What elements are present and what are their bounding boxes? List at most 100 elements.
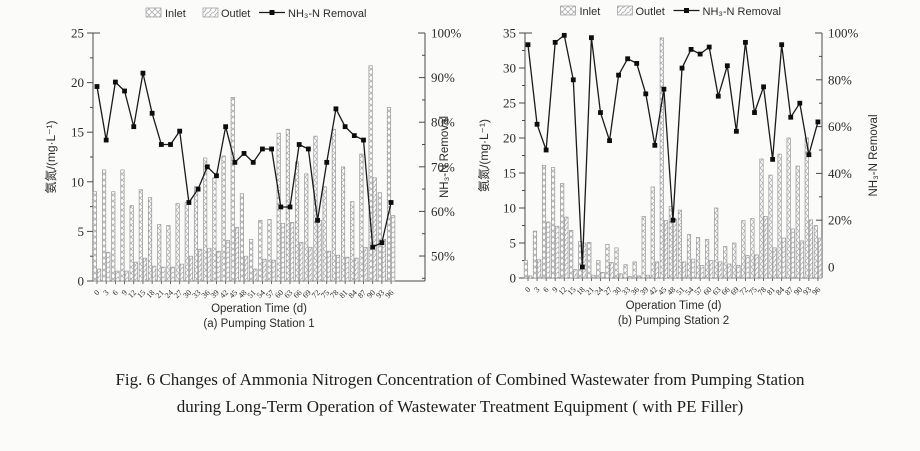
svg-text:40%: 40% — [828, 166, 852, 181]
removal-marker — [168, 142, 173, 147]
legend: Inlet Outlet NH₃-N Removal — [560, 5, 781, 18]
svg-text:96: 96 — [383, 288, 395, 300]
outlet-bar — [790, 228, 795, 279]
removal-marker — [670, 217, 676, 223]
legend-inlet-swatch — [560, 5, 576, 16]
inlet-bar — [632, 261, 637, 279]
removal-marker — [570, 77, 576, 83]
outlet-bar — [546, 221, 551, 279]
removal-marker — [370, 244, 376, 250]
inlet-bar — [212, 177, 217, 282]
chart-subtitle: (a) Pumping Station 1 — [203, 318, 314, 330]
removal-marker — [131, 124, 137, 130]
removal-marker — [214, 173, 219, 179]
inlet-bar — [239, 193, 244, 282]
removal-marker — [232, 159, 238, 165]
outlet-bar — [573, 269, 578, 279]
outlet-bar — [290, 222, 295, 282]
svg-text:50%: 50% — [431, 249, 455, 264]
removal-marker — [788, 114, 794, 120]
svg-text:3: 3 — [101, 288, 110, 297]
outlet-bar — [600, 272, 605, 279]
svg-text:70%: 70% — [431, 159, 455, 174]
outlet-bar — [317, 220, 322, 282]
removal-marker — [186, 200, 192, 205]
outlet-bar — [528, 275, 533, 279]
removal-marker — [634, 61, 640, 66]
removal-marker — [616, 72, 621, 78]
inlet-bar — [759, 158, 764, 279]
outlet-bar — [198, 248, 203, 282]
removal-marker — [195, 186, 201, 192]
inlet-bar — [804, 137, 809, 279]
outlet-bar — [161, 266, 166, 282]
removal-marker — [743, 39, 748, 45]
y-left-ticks — [519, 32, 525, 279]
inlet-bar — [614, 247, 619, 279]
outlet-bar — [335, 254, 341, 282]
inlet-bar — [695, 237, 701, 279]
inlet-bar — [560, 183, 565, 279]
outlet-bar — [133, 261, 138, 282]
outlet-bar — [781, 237, 786, 279]
legend-outlet-label: Outlet — [221, 8, 250, 20]
inlet-bar — [777, 153, 782, 279]
y-right-axis-title: NH₃-N Removal — [868, 115, 880, 197]
removal-marker — [223, 124, 229, 130]
outlet-bar — [627, 276, 632, 279]
removal-marker — [260, 146, 265, 152]
x-tick-labels: 0 3 6 9121518212427303336394245485154576063… — [92, 288, 395, 300]
legend-inlet-label: Inlet — [165, 8, 186, 20]
inlet-bar — [249, 238, 254, 282]
removal-marker — [315, 217, 320, 223]
outlet-bar — [727, 263, 732, 279]
legend-inlet-label: Inlet — [580, 6, 601, 18]
inlet-bar — [705, 239, 710, 279]
inlet-bar — [147, 197, 153, 282]
removal-marker — [625, 56, 631, 62]
inlet-bar — [596, 260, 601, 279]
svg-text:6: 6 — [111, 288, 120, 297]
svg-text:15: 15 — [71, 125, 84, 140]
removal-markers — [94, 70, 394, 250]
chart-subtitle: (b) Pumping Station 2 — [618, 315, 729, 327]
removal-marker — [561, 32, 567, 38]
inlet-bars — [523, 37, 818, 279]
outlet-bar — [817, 237, 823, 279]
outlet-bar — [253, 268, 258, 282]
removal-marker — [733, 128, 739, 134]
inlet-bar — [129, 205, 134, 282]
inlet-bar — [532, 230, 538, 279]
removal-marker — [278, 204, 284, 210]
removal-marker — [579, 264, 585, 270]
outlet-bar — [754, 254, 759, 279]
outlet-bar — [772, 247, 777, 279]
removal-marker — [607, 138, 612, 144]
outlet-bar — [555, 225, 560, 279]
removal-marker — [379, 240, 385, 246]
outlet-bar — [188, 255, 194, 282]
removal-marker — [543, 147, 549, 153]
outlet-bar — [244, 255, 249, 282]
legend-outlet-label: Outlet — [636, 6, 665, 18]
removal-marker — [679, 65, 685, 71]
inlet-bar — [111, 191, 116, 282]
x-axis-title: Operation Time (d) — [211, 303, 307, 315]
outlet-bar — [179, 263, 184, 282]
outlet-bar — [106, 251, 111, 282]
removal-marker — [643, 91, 649, 97]
outlet-bar — [636, 275, 641, 279]
outlet-bar — [225, 239, 230, 282]
removal-marker — [661, 86, 667, 92]
removal-marker — [688, 46, 694, 52]
removal-marker — [697, 51, 703, 57]
removal-marker — [351, 133, 357, 138]
svg-text:80%: 80% — [828, 72, 852, 87]
x-ticks — [527, 278, 819, 281]
svg-text:5: 5 — [510, 236, 517, 251]
removal-marker — [761, 84, 766, 90]
legend-removal-label: NH₃-N Removal — [288, 8, 366, 20]
removal-marker — [94, 84, 100, 89]
